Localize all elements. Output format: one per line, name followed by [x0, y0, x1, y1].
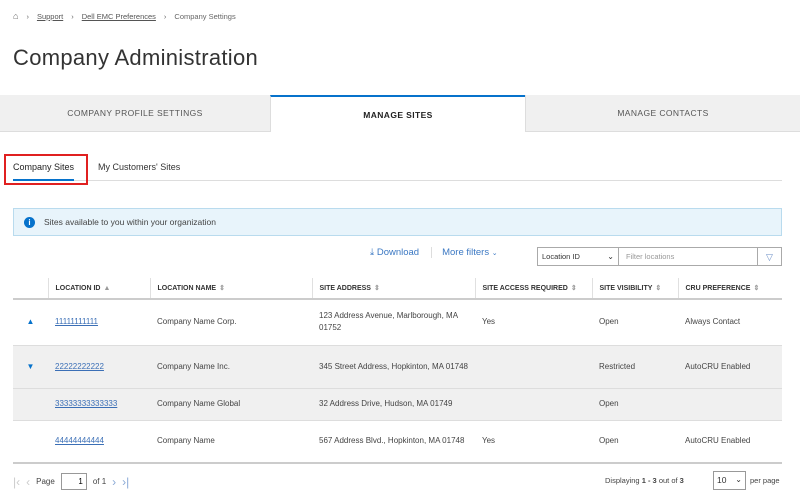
breadcrumb-preferences[interactable]: Dell EMC Preferences	[81, 11, 156, 21]
col-site-visibility[interactable]: SITE VISIBILITY ⇕	[591, 278, 678, 300]
next-page-icon[interactable]: ›	[112, 474, 117, 489]
location-id-link[interactable]: 22222222222	[55, 361, 104, 371]
more-filters-button[interactable]: More filters ⌄	[442, 247, 498, 258]
download-button[interactable]: ⤓ Download	[370, 247, 433, 258]
subtab-company-sites[interactable]: Company Sites	[13, 160, 75, 181]
sort-icon: ⇕	[373, 285, 380, 292]
chevron-down-icon: ⌄	[491, 250, 498, 257]
page-title: Company Administration	[13, 45, 259, 70]
sort-icon: ⇕	[655, 285, 662, 292]
col-site-access[interactable]: SITE ACCESS REQUIRED ⇕	[474, 278, 592, 300]
info-banner: i Sites available to you within your org…	[13, 208, 782, 236]
filter-locations-input[interactable]: Filter locations	[618, 247, 758, 266]
per-page-label: per page	[750, 476, 780, 485]
col-site-address[interactable]: SITE ADDRESS ⇕	[311, 278, 475, 300]
tab-company-profile[interactable]: COMPANY PROFILE SETTINGS	[67, 108, 203, 118]
main-tabs: COMPANY PROFILE SETTINGS MANAGE SITES MA…	[0, 95, 800, 132]
table-row: 44444444444 Company Name 567 Address Blv…	[13, 420, 782, 464]
home-icon[interactable]: ⌂	[13, 11, 19, 21]
col-cru-preference[interactable]: CRU PREFERENCE ⇕	[677, 278, 782, 300]
highlight-box	[4, 154, 88, 185]
collapse-icon[interactable]: ▲	[13, 299, 48, 346]
expand-icon[interactable]: ▼	[13, 345, 48, 389]
table-row: 33333333333333 Company Name Global 32 Ad…	[13, 388, 782, 421]
prev-page-icon[interactable]: ‹	[26, 474, 31, 489]
breadcrumb-current: Company Settings	[174, 11, 236, 21]
chevron-down-icon: ⌄	[607, 252, 614, 261]
sort-icon: ⇕	[753, 285, 760, 292]
displaying-count: Displaying 1 - 3 out of 3	[605, 476, 684, 485]
col-location-id[interactable]: LOCATION ID ▲	[47, 278, 150, 300]
info-text: Sites available to you within your organ…	[44, 217, 216, 227]
location-id-link[interactable]: 33333333333333	[55, 399, 118, 408]
subtabs: Company Sites My Customers' Sites	[13, 160, 782, 181]
per-page-select[interactable]: 10 ⌄	[713, 471, 746, 490]
page-input[interactable]	[60, 473, 87, 490]
filter-icon[interactable]: ▽	[757, 247, 782, 266]
table-row: ▼ 22222222222 Company Name Inc. 345 Stre…	[13, 345, 782, 389]
last-page-icon[interactable]: ›|	[122, 474, 130, 489]
info-icon: i	[24, 216, 35, 228]
sites-table: LOCATION ID ▲ LOCATION NAME ⇕ SITE ADDRESS…	[13, 278, 782, 464]
col-location-name[interactable]: LOCATION NAME ⇕	[149, 278, 312, 300]
first-page-icon[interactable]: |‹	[13, 474, 21, 489]
location-id-link[interactable]: 44444444444	[55, 436, 104, 446]
location-id-link[interactable]: 11111111111	[55, 317, 99, 327]
tab-manage-contacts[interactable]: MANAGE CONTACTS	[525, 95, 800, 131]
sort-asc-icon: ▲	[103, 284, 111, 292]
table-row: ▲ 11111111111 Company Name Corp. 123 Add…	[13, 299, 782, 346]
subtab-customers-sites[interactable]: My Customers' Sites	[98, 162, 181, 172]
pagination: |‹ ‹ Page of 1 › ›|	[13, 473, 129, 490]
sort-icon: ⇕	[219, 285, 225, 292]
filter-field-select[interactable]: Location ID ⌄	[537, 247, 619, 266]
sort-icon: ⇕	[570, 285, 577, 292]
breadcrumb-support[interactable]: Support	[36, 11, 64, 21]
breadcrumb: ⌂ › Support › Dell EMC Preferences › Compan…	[13, 11, 236, 21]
chevron-down-icon: ⌄	[735, 475, 742, 484]
toolbar: ⤓ Download More filters ⌄	[370, 247, 498, 258]
tab-manage-sites[interactable]: MANAGE SITES	[270, 95, 525, 132]
download-icon: ⤓	[370, 247, 377, 258]
